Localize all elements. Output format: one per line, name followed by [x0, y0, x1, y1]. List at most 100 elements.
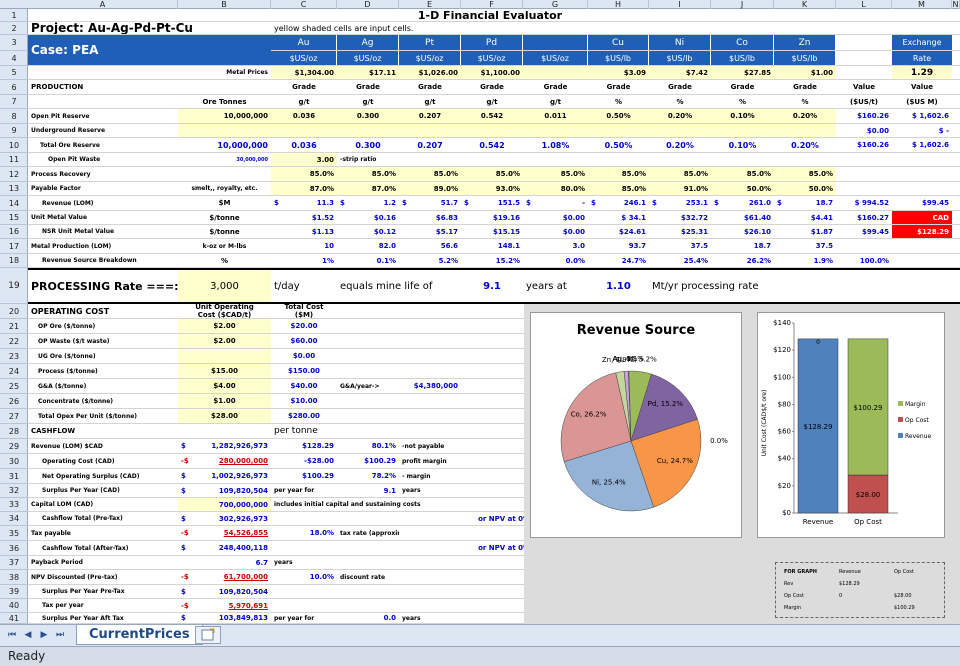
cashflow-note2[interactable]: 9.1	[383, 486, 396, 495]
column-header-N[interactable]: N	[952, 0, 960, 9]
cashflow-note[interactable]: per year for	[274, 487, 315, 494]
case-name[interactable]: Case: PEA	[28, 35, 271, 65]
cashflow-value[interactable]: 700,000,000	[178, 498, 271, 511]
cashflow-item-label[interactable]: Net Operating Surplus (CAD)	[42, 472, 140, 480]
opcost-item-label[interactable]: UG Ore ($/tonne)	[38, 352, 96, 360]
grade-label[interactable]: Grade	[356, 83, 380, 91]
umv-total[interactable]: $160.27	[857, 213, 889, 222]
opcost-unit[interactable]: $2.00	[178, 334, 271, 348]
cashflow-item-label[interactable]: Surplus Per Year (CAD)	[42, 487, 120, 494]
recovery[interactable]: 85.0%	[523, 167, 588, 181]
grade-unit[interactable]: g/t	[424, 97, 436, 106]
cashflow-item-label[interactable]: Revenue (LOM) $CAD	[31, 442, 103, 450]
ga-year-value[interactable]: $4,380,000	[413, 382, 458, 390]
dollar[interactable]: $	[777, 199, 782, 207]
open-pit-reserve-label[interactable]: Open Pit Reserve	[31, 112, 90, 120]
opcost-total[interactable]: $150.00	[288, 367, 320, 375]
breakdown[interactable]: 24.7%	[621, 256, 646, 265]
row-header-1[interactable]: 1	[0, 9, 28, 22]
row-header-12[interactable]: 12	[0, 167, 28, 182]
last-sheet-icon[interactable]: ⏭	[55, 630, 65, 640]
cashflow-note[interactable]: 18.0%	[309, 529, 334, 537]
dollar[interactable]: $	[591, 199, 596, 207]
currency-sign[interactable]: -$	[181, 601, 189, 610]
input-note[interactable]: yellow shaded cells are input cells.	[274, 23, 414, 33]
column-header-E[interactable]: E	[399, 0, 461, 9]
breakdown[interactable]: 5.2%	[438, 256, 458, 265]
metal-prod[interactable]: 82.0	[378, 242, 396, 250]
opcost-total[interactable]: $60.00	[290, 337, 318, 345]
grade-label[interactable]: Grade	[543, 83, 568, 91]
cashflow-header[interactable]: CASHFLOW	[31, 427, 76, 435]
pie-slice-Cu[interactable]	[630, 418, 702, 508]
row-header-8[interactable]: 8	[0, 109, 28, 124]
dollar[interactable]: $	[402, 199, 407, 207]
metal-Zn[interactable]: Zn	[774, 35, 836, 50]
unit-7[interactable]: $US/lb	[711, 51, 774, 65]
unit-cost-bar-chart[interactable]: $0 $20 $40 $60 $80 $100 $120 $140 Unit Cost (CAD…	[757, 312, 945, 538]
cashflow-note[interactable]: $128.29	[302, 442, 334, 450]
recovery[interactable]: 85.0%	[271, 167, 337, 181]
column-header-M[interactable]: M	[892, 0, 952, 9]
metal-Pd[interactable]: Pd	[461, 35, 523, 50]
op-waste-tonnes[interactable]: 30,000,000	[236, 156, 268, 163]
metal-prod[interactable]: 37.5	[690, 242, 708, 250]
row-header-5[interactable]: 5	[0, 66, 28, 80]
cashflow-value[interactable]: 61,700,000	[223, 573, 268, 581]
metal-prod[interactable]: 3.0	[572, 242, 585, 250]
first-sheet-icon[interactable]: ⏮	[7, 630, 17, 640]
row-header-23[interactable]: 23	[0, 349, 28, 364]
process-recovery-label[interactable]: Process Recovery	[31, 170, 91, 178]
unit-1[interactable]: $US/oz	[337, 51, 399, 65]
nsr-total[interactable]: $99.45	[861, 227, 889, 236]
sheet-tab-currentprices[interactable]: CurrentPrices	[76, 625, 203, 645]
recovery[interactable]: 85.0%	[399, 167, 461, 181]
dollar[interactable]: $	[714, 199, 719, 207]
currency-sign[interactable]: $	[181, 614, 186, 622]
cad-label[interactable]: CAD	[892, 211, 952, 224]
umv[interactable]: $32.72	[680, 213, 708, 222]
currency-sign[interactable]: $	[181, 587, 186, 596]
open-pit-grade[interactable]: 0.10%	[711, 109, 774, 123]
revenue-value[interactable]: 18.7	[815, 199, 833, 207]
insert-sheet-icon[interactable]	[195, 626, 221, 644]
nsr[interactable]: $1.13	[311, 227, 334, 236]
recovery[interactable]: 85.0%	[461, 167, 523, 181]
cashflow-value[interactable]: 54,526,855	[223, 529, 268, 537]
opcost-unit[interactable]: $4.00	[178, 379, 271, 393]
metal-price-2[interactable]: $1,026.00	[399, 66, 461, 79]
metal-price-6[interactable]: $7.42	[649, 66, 711, 79]
op-waste-label[interactable]: Open Pit Waste	[48, 156, 101, 163]
revenue-total[interactable]: $ 994.52	[854, 199, 889, 207]
grade-unit[interactable]: %	[738, 97, 746, 106]
currency-sign[interactable]: $	[181, 544, 186, 552]
exchange-label[interactable]: Exchange	[892, 35, 952, 50]
open-pit-grade[interactable]: 0.036	[271, 109, 337, 123]
total-ore-grade[interactable]: 1.08%	[541, 140, 570, 150]
total-ore-grade[interactable]: 0.542	[479, 140, 505, 150]
column-header-G[interactable]: G	[523, 0, 588, 9]
mine-life-value[interactable]: 9.1	[483, 280, 501, 292]
currency-sign[interactable]: $	[181, 442, 186, 450]
recovery[interactable]: 85.0%	[337, 167, 399, 181]
umv[interactable]: $4.41	[810, 213, 833, 222]
metal-prices-label[interactable]: Metal Prices	[226, 69, 268, 76]
ug-grade[interactable]	[588, 124, 649, 137]
metal-Au[interactable]: Au	[271, 35, 337, 50]
nsr-label[interactable]: NSR Unit Metal Value	[42, 228, 115, 235]
row-header-26[interactable]: 26	[0, 394, 28, 409]
mine-life-label[interactable]: equals mine life of	[340, 280, 433, 292]
open-pit-grade[interactable]: 0.542	[461, 109, 523, 123]
payable[interactable]: 80.0%	[523, 182, 588, 195]
open-pit-tonnes[interactable]: 10,000,000	[178, 109, 271, 123]
unit-4[interactable]: $US/oz	[523, 51, 588, 65]
exchange-label-2[interactable]: Rate	[892, 51, 952, 65]
opcost-total[interactable]: $20.00	[290, 322, 318, 330]
per-tonne-label[interactable]: per tonne	[274, 426, 318, 436]
cashflow-note[interactable]: years	[274, 559, 293, 566]
revenue-lom-label[interactable]: Revenue (LOM)	[42, 199, 94, 207]
metal-Ni[interactable]: Ni	[649, 35, 711, 50]
row-header-33[interactable]: 33	[0, 498, 28, 512]
tpd-label[interactable]: t/day	[274, 280, 300, 292]
production-header[interactable]: PRODUCTION	[31, 83, 84, 91]
